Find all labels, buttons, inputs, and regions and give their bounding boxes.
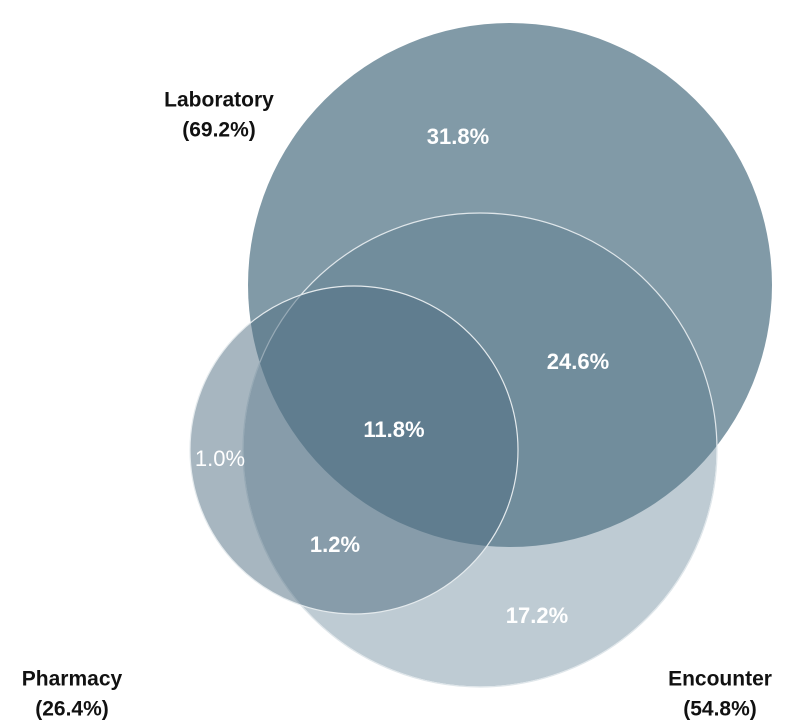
set-name: Laboratory bbox=[164, 89, 274, 112]
pharmacy-circle bbox=[189, 285, 519, 615]
region-label: 1.2% bbox=[310, 532, 360, 557]
region-label: 1.0% bbox=[195, 446, 245, 471]
set-name: Pharmacy bbox=[22, 668, 123, 691]
set-name: Encounter bbox=[668, 668, 772, 691]
set-share: (54.8%) bbox=[683, 698, 757, 721]
region-label: 24.6% bbox=[547, 349, 609, 374]
set-share: (69.2%) bbox=[182, 119, 256, 142]
set-share: (26.4%) bbox=[35, 698, 109, 721]
region-label: 11.8% bbox=[363, 417, 424, 442]
region-label: 31.8% bbox=[427, 124, 489, 149]
region-label: 17.2% bbox=[506, 603, 568, 628]
